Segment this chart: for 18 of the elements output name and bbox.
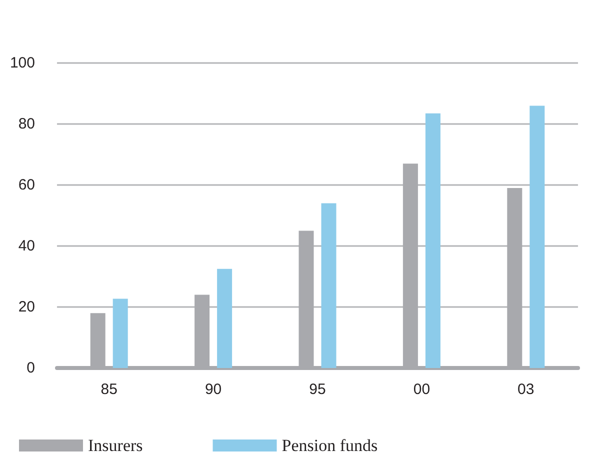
x-tick-label: 95: [309, 381, 326, 398]
y-tick-label: 60: [18, 176, 35, 194]
bar: [112, 298, 128, 368]
y-tick-label: 80: [18, 116, 35, 132]
x-tick-label: 03: [518, 381, 534, 398]
bar: [530, 106, 545, 368]
bar: [321, 203, 336, 368]
legend-label: Insurers: [88, 436, 143, 455]
x-tick-label: 85: [100, 381, 118, 398]
y-tick-label: 20: [18, 298, 35, 316]
bar: [217, 268, 232, 368]
x-tick-label: 90: [204, 381, 222, 398]
bar: [425, 113, 440, 368]
y-tick-label: 0: [26, 360, 35, 376]
legend-label: Pension funds: [282, 436, 378, 455]
y-tick-label: 40: [18, 238, 35, 254]
x-tick-label: 00: [413, 381, 430, 398]
y-tick-label: 100: [10, 54, 35, 72]
